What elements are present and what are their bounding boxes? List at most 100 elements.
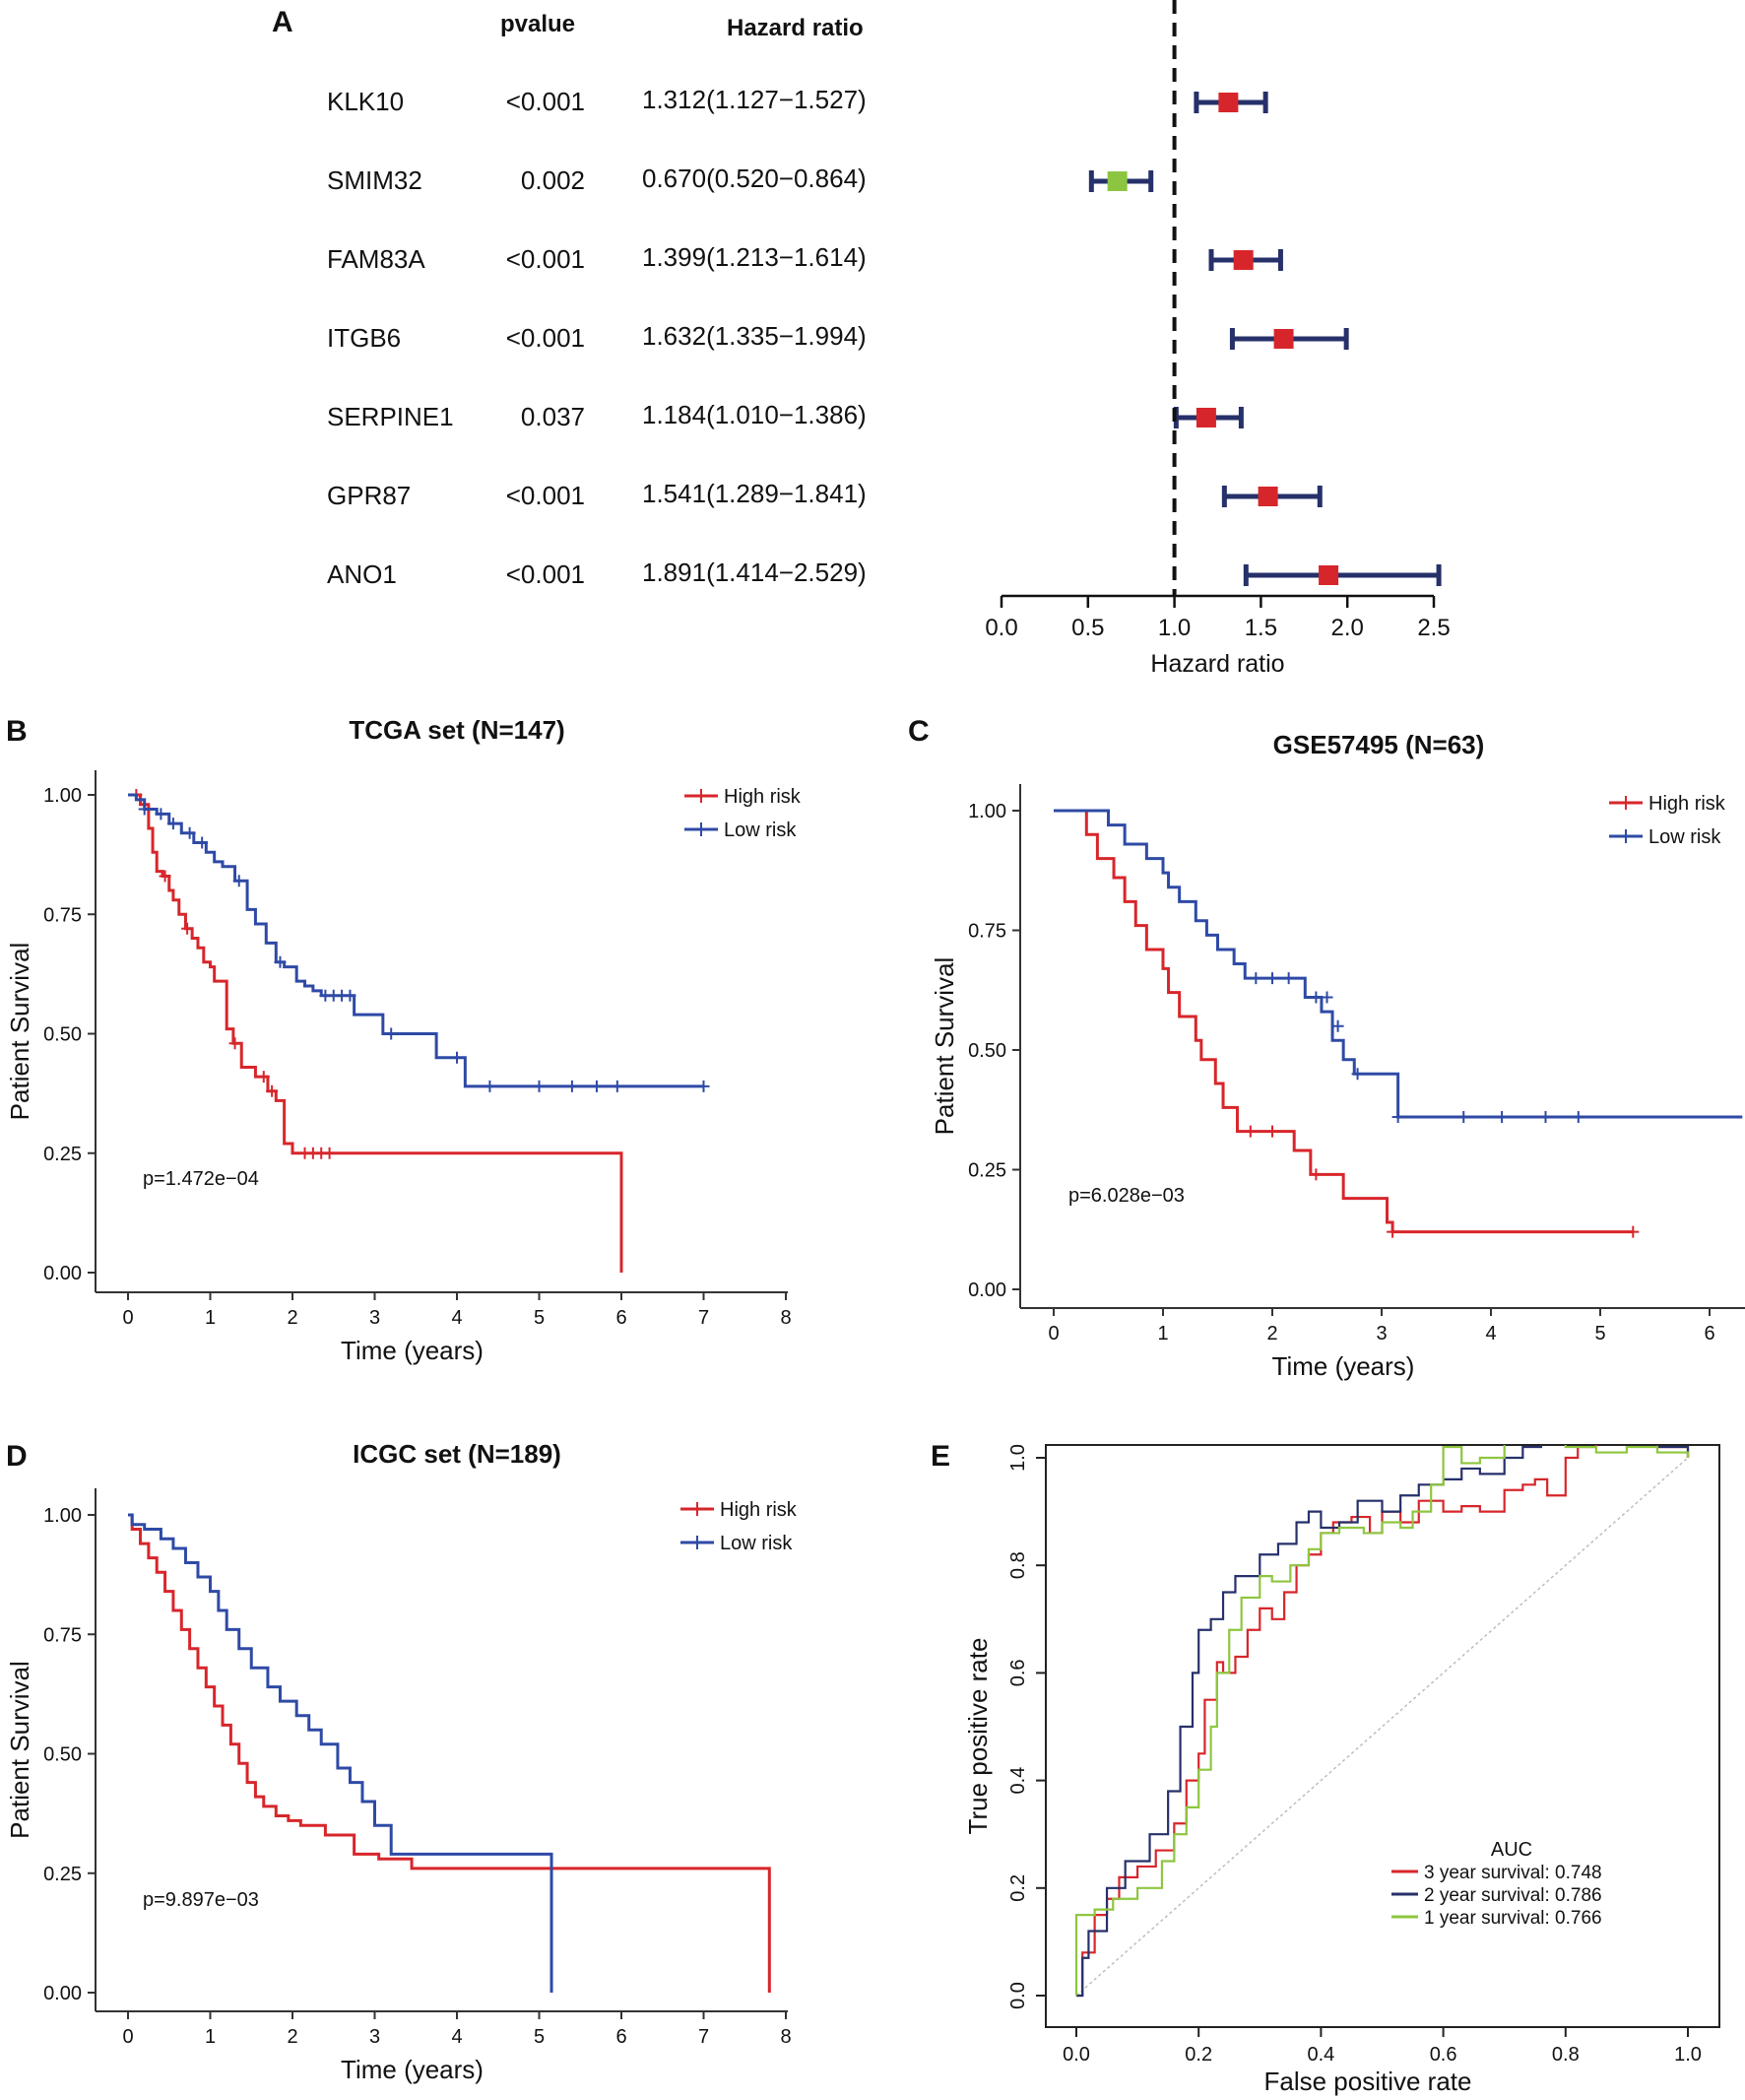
- censor-mark: [196, 836, 209, 849]
- hazard-ratio-header: Hazard ratio: [727, 15, 864, 41]
- censor-mark: [565, 1080, 578, 1092]
- x-tick-label: 3: [369, 1307, 380, 1329]
- hazard-ratio-text: 1.541(1.289−1.841): [642, 479, 867, 508]
- x-tick-label: 1.5: [1245, 615, 1277, 641]
- censor-mark: [1321, 991, 1333, 1004]
- censor-mark: [1244, 1125, 1257, 1138]
- x-tick-label: 1.0: [1158, 615, 1191, 641]
- x-tick-label: 1.0: [1674, 2044, 1702, 2066]
- x-tick-label: 4: [451, 1307, 462, 1329]
- gene-label: ANO1: [327, 559, 397, 589]
- censor-mark: [1282, 972, 1295, 985]
- pvalue-value: 0.037: [521, 402, 585, 431]
- censor-mark: [1266, 1125, 1278, 1138]
- x-tick-label: 8: [780, 1307, 791, 1329]
- x-tick-label: 6: [1704, 1323, 1714, 1345]
- panel-label: A: [272, 6, 293, 38]
- x-tick-label: 2: [287, 1307, 297, 1329]
- x-tick-label: 0.0: [985, 615, 1017, 641]
- chart-title: TCGA set (N=147): [349, 715, 564, 745]
- legend-label: Low risk: [1648, 826, 1721, 848]
- survival-curve-low-risk: [128, 1513, 553, 1993]
- survival-curve-high-risk: [1054, 809, 1634, 1234]
- y-tick-label: 0.00: [43, 1263, 82, 1284]
- censor-mark: [1539, 1111, 1552, 1124]
- x-tick-label: 1: [205, 1307, 216, 1329]
- censor-mark: [228, 1037, 241, 1050]
- pvalue-value: <0.001: [506, 323, 585, 353]
- x-tick-label: 6: [615, 1307, 626, 1329]
- x-axis-label: Hazard ratio: [1150, 650, 1284, 678]
- hazard-ratio-text: 0.670(0.520−0.864): [642, 164, 867, 193]
- gene-label: SERPINE1: [327, 402, 454, 431]
- x-tick-label: 2: [287, 2026, 297, 2048]
- censor-mark: [166, 818, 179, 830]
- censor-mark: [155, 808, 167, 820]
- censor-mark: [1457, 1111, 1470, 1124]
- legend-label: Low risk: [720, 1533, 793, 1554]
- survival-curve-low-risk: [128, 793, 704, 1088]
- y-tick-label: 0.6: [1007, 1659, 1029, 1686]
- y-tick-label: 0.4: [1007, 1767, 1029, 1795]
- y-tick-label: 1.00: [43, 785, 82, 807]
- censor-mark: [1351, 1068, 1364, 1081]
- chart-title: ICGC set (N=189): [353, 1439, 561, 1469]
- censor-mark: [1387, 1225, 1399, 1238]
- x-axis-label: False positive rate: [1264, 2067, 1472, 2096]
- censor-mark: [451, 1051, 463, 1064]
- pvalue-header: pvalue: [500, 11, 575, 37]
- x-tick-label: 0.2: [1185, 2044, 1212, 2066]
- hazard-ratio-point: [1319, 565, 1339, 585]
- panel-C: C GSE57495 (N=63) 0 1 2 3 4 5 6 0.00 0.25 0.50 0.75 1…: [908, 715, 1745, 1381]
- x-tick-label: 0: [1048, 1323, 1059, 1345]
- gene-label: FAM83A: [327, 244, 425, 274]
- y-axis-label: True positive rate: [963, 1638, 993, 1835]
- censor-mark: [159, 870, 171, 883]
- gene-label: ITGB6: [327, 323, 401, 353]
- x-tick-label: 0.0: [1063, 2044, 1090, 2066]
- pvalue-value: <0.001: [506, 559, 585, 589]
- y-tick-label: 0.25: [43, 1144, 82, 1165]
- pvalue-value: <0.001: [506, 87, 585, 116]
- x-tick-label: 0.8: [1552, 2044, 1580, 2066]
- hazard-ratio-point: [1196, 408, 1216, 427]
- y-tick-label: 0.75: [43, 904, 82, 926]
- y-tick-label: 1.0: [1007, 1444, 1029, 1472]
- x-tick-label: 1: [1157, 1323, 1168, 1345]
- survival-curve-low-risk: [1054, 809, 1743, 1119]
- y-tick-label: 1.00: [968, 801, 1006, 822]
- hazard-ratio-text: 1.399(1.213−1.614): [642, 242, 867, 272]
- p-value: p=1.472e−04: [143, 1168, 259, 1190]
- x-tick-label: 2.0: [1331, 615, 1364, 641]
- legend-label: 3 year survival: 0.748: [1424, 1863, 1602, 1883]
- y-tick-label: 0.25: [43, 1864, 82, 1885]
- pvalue-value: 0.002: [521, 165, 585, 195]
- censor-mark: [1496, 1111, 1509, 1124]
- pvalue-value: <0.001: [506, 481, 585, 510]
- hazard-ratio-text: 1.312(1.127−1.527): [642, 85, 867, 114]
- y-axis-label: Patient Survival: [930, 957, 959, 1136]
- x-tick-label: 5: [534, 2026, 545, 2048]
- hazard-ratio-point: [1258, 487, 1278, 506]
- censor-mark: [232, 875, 245, 887]
- panel-E: E 0.0 0.2 0.4 0.6 0.8 1.0 0.0 0.2 0.4 0.6 0.8 1.0 Fal…: [931, 1440, 1720, 2096]
- x-tick-label: 6: [615, 2026, 626, 2048]
- censor-mark: [1266, 972, 1278, 985]
- plot-frame: [1045, 1444, 1720, 2028]
- legend-label: High risk: [1648, 793, 1726, 815]
- y-tick-label: 0.8: [1007, 1551, 1029, 1579]
- hazard-ratio-text: 1.184(1.010−1.386): [642, 400, 867, 429]
- x-tick-label: 4: [451, 2026, 462, 2048]
- censor-mark: [1627, 1225, 1640, 1238]
- censor-mark: [181, 922, 194, 935]
- censor-mark: [1331, 1019, 1344, 1032]
- censor-mark: [183, 826, 196, 839]
- x-axis-label: Time (years): [341, 2055, 484, 2084]
- x-tick-label: 0.6: [1430, 2044, 1457, 2066]
- survival-curve-high-risk: [128, 793, 623, 1273]
- censor-mark: [257, 1071, 270, 1083]
- y-tick-label: 0.2: [1007, 1874, 1029, 1902]
- hazard-ratio-text: 1.632(1.335−1.994): [642, 321, 867, 351]
- hazard-ratio-text: 1.891(1.414−2.529): [642, 558, 867, 587]
